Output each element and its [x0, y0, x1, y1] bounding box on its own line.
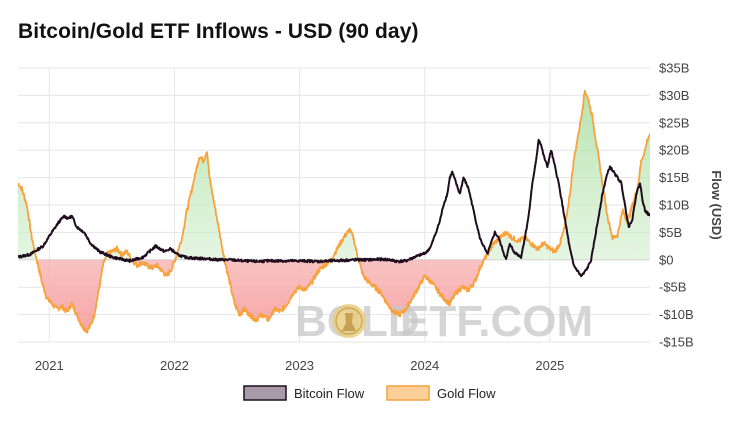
- y-tick-label: $10B: [659, 198, 689, 213]
- x-tick-label: 2022: [160, 358, 189, 373]
- y-tick-label: $15B: [659, 170, 689, 185]
- y-tick-label: -$10B: [659, 307, 694, 322]
- legend-label-bitcoin: Bitcoin Flow: [294, 386, 365, 401]
- legend-label-gold: Gold Flow: [437, 386, 496, 401]
- y-tick-label: $5B: [659, 225, 682, 240]
- y-tick-label: -$5B: [659, 280, 686, 295]
- legend: Bitcoin Flow Gold Flow: [243, 385, 496, 401]
- x-tick-label: 2024: [410, 358, 439, 373]
- y-axis-title: Flow (USD): [709, 170, 724, 239]
- watermark: BOLD ETF.COM: [295, 297, 593, 346]
- axis-layer: -$15B -$10B -$5B $0 $5B $10B $15B $20B $25B $30B $…: [35, 61, 694, 374]
- watermark-text-right: ETF.COM: [400, 297, 593, 346]
- x-tick-label: 2025: [535, 358, 564, 373]
- y-tick-label: $35B: [659, 61, 689, 76]
- legend-swatch-gold: [386, 385, 430, 401]
- y-tick-label: -$15B: [659, 335, 694, 350]
- coin-logo-icon: [332, 304, 366, 338]
- gold-positive-area: [18, 90, 650, 260]
- line-layer: [18, 89, 650, 334]
- legend-item-gold[interactable]: Gold Flow: [386, 385, 496, 401]
- chart-title: Bitcoin/Gold ETF Inflows - USD (90 day): [18, 20, 419, 43]
- y-tick-label: $0: [659, 252, 673, 267]
- y-tick-label: $25B: [659, 115, 689, 130]
- x-tick-label: 2021: [35, 358, 64, 373]
- bitcoin-flow-line: [18, 138, 650, 278]
- legend-item-bitcoin[interactable]: Bitcoin Flow: [243, 385, 365, 401]
- y-tick-label: $30B: [659, 88, 689, 103]
- y-tick-label: $20B: [659, 143, 689, 158]
- x-tick-label: 2023: [285, 358, 314, 373]
- legend-swatch-bitcoin: [243, 385, 287, 401]
